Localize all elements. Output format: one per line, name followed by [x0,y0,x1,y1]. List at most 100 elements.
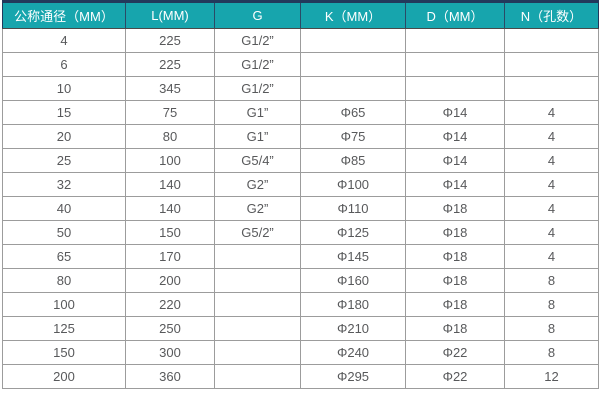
table-cell: G1/2” [214,52,301,77]
table-cell: Φ18 [405,292,505,317]
table-cell: Φ110 [300,196,406,221]
table-cell [504,76,599,101]
table-row: 100 220 Φ180 Φ18 8 [2,292,599,317]
table-cell: 250 [125,316,215,341]
table-row: 4 225 G1/2” [2,28,599,53]
table-cell [214,268,301,293]
table-cell: Φ14 [405,172,505,197]
table-cell: 360 [125,364,215,389]
table-cell: Φ18 [405,196,505,221]
table-cell: 4 [504,220,599,245]
table-cell [504,52,599,77]
table-cell: G1” [214,100,301,125]
table-cell [300,28,406,53]
table-cell: 25 [2,148,126,173]
table-cell: Φ14 [405,124,505,149]
table-cell: 8 [504,292,599,317]
table-cell: 8 [504,316,599,341]
table-cell: 4 [504,196,599,221]
column-header: N（孔数） [504,0,599,29]
table-row: 40 140 G2” Φ110 Φ18 4 [2,196,599,221]
table-cell: 150 [2,340,126,365]
table-cell: 6 [2,52,126,77]
table-cell: 225 [125,52,215,77]
table-cell: Φ210 [300,316,406,341]
table-body: 4 225 G1/2” 6 225 G1/2” 10 345 G1/2” 15 75 G1” Φ65 Φ1… [2,28,599,389]
table-cell: 4 [504,100,599,125]
table-cell: 65 [2,244,126,269]
table-row: 25 100 G5/4” Φ85 Φ14 4 [2,148,599,173]
table-cell: Φ18 [405,316,505,341]
table-cell: 40 [2,196,126,221]
table-cell: Φ18 [405,244,505,269]
table-cell: G2” [214,172,301,197]
table-cell: G5/2” [214,220,301,245]
table-cell: 32 [2,172,126,197]
table-row: 20 80 G1” Φ75 Φ14 4 [2,124,599,149]
table-row: 65 170 Φ145 Φ18 4 [2,244,599,269]
table-cell: 80 [125,124,215,149]
table-cell [300,76,406,101]
column-header: L(MM) [125,0,215,29]
table-cell: Φ18 [405,220,505,245]
column-header: D（MM） [405,0,505,29]
table-cell: Φ160 [300,268,406,293]
table-cell: Φ180 [300,292,406,317]
table-cell [405,76,505,101]
table-cell: 8 [504,268,599,293]
table-cell: 125 [2,316,126,341]
table-cell [405,28,505,53]
table-cell: 220 [125,292,215,317]
table-cell: Φ295 [300,364,406,389]
table-row: 80 200 Φ160 Φ18 8 [2,268,599,293]
table-cell: Φ125 [300,220,406,245]
table-cell: Φ85 [300,148,406,173]
table-cell: 10 [2,76,126,101]
table-cell [214,316,301,341]
table-cell: G5/4” [214,148,301,173]
table-cell: Φ145 [300,244,406,269]
table-cell: 75 [125,100,215,125]
table-row: 150 300 Φ240 Φ22 8 [2,340,599,365]
table-cell: Φ22 [405,364,505,389]
table-cell [405,52,505,77]
table-cell: 4 [504,172,599,197]
table-cell: 20 [2,124,126,149]
table-cell: G1/2” [214,28,301,53]
table-cell: 4 [2,28,126,53]
column-header: G [214,0,301,29]
table-cell: 100 [2,292,126,317]
spec-table-container: 公称通径（MM） L(MM) G K（MM） D（MM） N（孔数） 4 225 G1/2” 6… [2,0,599,389]
table-cell: 100 [125,148,215,173]
table-cell [504,28,599,53]
table-cell: 200 [2,364,126,389]
table-cell: 140 [125,196,215,221]
table-cell: Φ14 [405,100,505,125]
table-cell: 225 [125,28,215,53]
table-cell: Φ240 [300,340,406,365]
table-cell: 4 [504,244,599,269]
table-cell: 8 [504,340,599,365]
dimension-spec-table: 公称通径（MM） L(MM) G K（MM） D（MM） N（孔数） 4 225 G1/2” 6… [2,0,599,389]
table-cell [214,340,301,365]
table-cell: 4 [504,124,599,149]
table-header: 公称通径（MM） L(MM) G K（MM） D（MM） N（孔数） [2,0,599,29]
table-row: 32 140 G2” Φ100 Φ14 4 [2,172,599,197]
table-cell [300,52,406,77]
table-row: 6 225 G1/2” [2,52,599,77]
table-cell: 300 [125,340,215,365]
table-row: 50 150 G5/2” Φ125 Φ18 4 [2,220,599,245]
header-row: 公称通径（MM） L(MM) G K（MM） D（MM） N（孔数） [2,0,599,29]
table-cell [214,292,301,317]
table-cell [214,244,301,269]
column-header: 公称通径（MM） [2,0,126,29]
table-cell: 200 [125,268,215,293]
table-cell: Φ75 [300,124,406,149]
table-row: 125 250 Φ210 Φ18 8 [2,316,599,341]
table-cell: Φ100 [300,172,406,197]
table-cell: 170 [125,244,215,269]
table-row: 200 360 Φ295 Φ22 12 [2,364,599,389]
table-cell: G1” [214,124,301,149]
table-row: 10 345 G1/2” [2,76,599,101]
table-cell: Φ65 [300,100,406,125]
